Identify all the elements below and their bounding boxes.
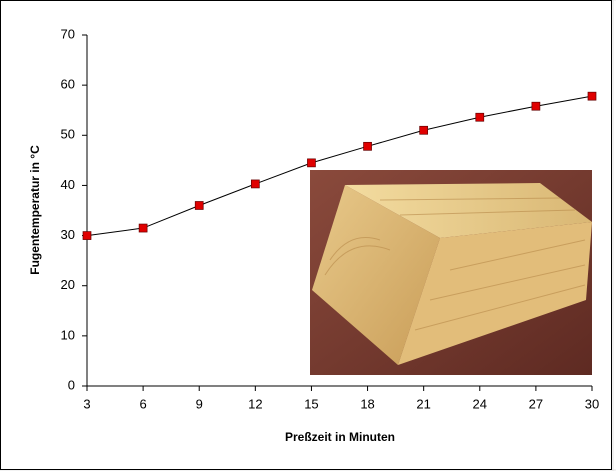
marker [251, 180, 259, 188]
y-tick-label: 60 [61, 77, 75, 92]
x-tick-label: 21 [416, 396, 430, 411]
x-tick-label: 18 [360, 396, 374, 411]
y-tick-label: 50 [61, 127, 75, 142]
x-tick-label: 3 [83, 396, 90, 411]
page: {"chart_data": {"type": "line", "x_label… [0, 0, 616, 471]
marker [476, 113, 484, 121]
marker [83, 232, 91, 240]
marker [139, 224, 147, 232]
y-tick-label: 0 [68, 377, 75, 392]
chart: Preßzeit in Minuten Fugentemperatur in °… [0, 0, 616, 471]
y-tick-label: 70 [61, 26, 75, 41]
y-tick-label: 30 [61, 227, 75, 242]
x-tick-label: 30 [585, 396, 599, 411]
y-tick-label: 20 [61, 277, 75, 292]
y-tick-label: 40 [61, 177, 75, 192]
x-tick-label: 27 [529, 396, 543, 411]
x-tick-label: 15 [304, 396, 318, 411]
y-axis-title: Fugentemperatur in °C [28, 145, 42, 275]
marker [532, 102, 540, 110]
marker [364, 142, 372, 150]
x-tick-label: 12 [248, 396, 262, 411]
wood-photo [310, 170, 592, 375]
y-tick-label: 10 [61, 327, 75, 342]
x-tick-label: 6 [139, 396, 146, 411]
marker [307, 159, 315, 167]
x-tick-label: 9 [196, 396, 203, 411]
marker [588, 92, 596, 100]
marker [420, 126, 428, 134]
x-tick-label: 24 [473, 396, 487, 411]
x-axis-title: Preßzeit in Minuten [285, 430, 395, 444]
marker [195, 201, 203, 209]
